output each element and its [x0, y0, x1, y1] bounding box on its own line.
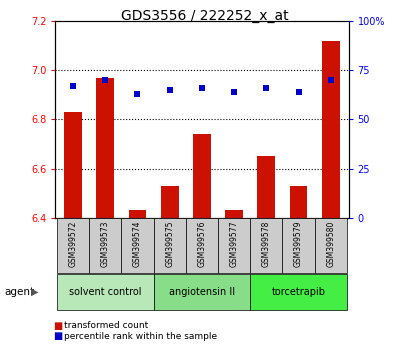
Text: GSM399576: GSM399576 [197, 221, 206, 267]
Bar [153, 274, 249, 310]
Bar [64, 112, 82, 218]
Text: GSM399574: GSM399574 [133, 221, 142, 267]
Bar [249, 218, 282, 273]
Text: GSM399577: GSM399577 [229, 221, 238, 267]
Bar [57, 274, 153, 310]
Bar [128, 210, 146, 218]
Point [263, 85, 269, 91]
Text: torcetrapib: torcetrapib [271, 287, 325, 297]
Point [327, 77, 333, 83]
Text: GSM399575: GSM399575 [165, 221, 174, 267]
Bar [193, 134, 210, 218]
Bar [185, 218, 218, 273]
Point [70, 83, 76, 89]
Bar [225, 210, 243, 218]
Text: agent: agent [4, 287, 34, 297]
Point [230, 89, 237, 95]
Bar [289, 186, 307, 218]
Text: ▶: ▶ [31, 287, 38, 297]
Bar [160, 186, 178, 218]
Bar [218, 218, 249, 273]
Bar [96, 78, 114, 218]
Bar [89, 218, 121, 273]
Text: ■: ■ [53, 331, 63, 341]
Point [198, 85, 204, 91]
Bar [57, 218, 89, 273]
Text: transformed count: transformed count [63, 321, 147, 330]
Bar [321, 41, 339, 218]
Text: GSM399579: GSM399579 [293, 221, 302, 267]
Bar [249, 274, 346, 310]
Text: angiotensin II: angiotensin II [169, 287, 234, 297]
Text: solvent control: solvent control [69, 287, 141, 297]
Text: ■: ■ [53, 321, 63, 331]
Bar [121, 218, 153, 273]
Text: GSM399572: GSM399572 [68, 221, 77, 267]
Point [102, 77, 108, 83]
Bar [314, 218, 346, 273]
Text: percentile rank within the sample: percentile rank within the sample [63, 332, 216, 341]
Text: GSM399573: GSM399573 [101, 221, 110, 267]
Bar [257, 156, 274, 218]
Bar [153, 218, 185, 273]
Text: GDS3556 / 222252_x_at: GDS3556 / 222252_x_at [121, 9, 288, 23]
Point [134, 91, 140, 97]
Text: GSM399580: GSM399580 [326, 221, 335, 267]
Point [166, 87, 173, 93]
Bar [282, 218, 314, 273]
Text: GSM399578: GSM399578 [261, 221, 270, 267]
Point [294, 89, 301, 95]
